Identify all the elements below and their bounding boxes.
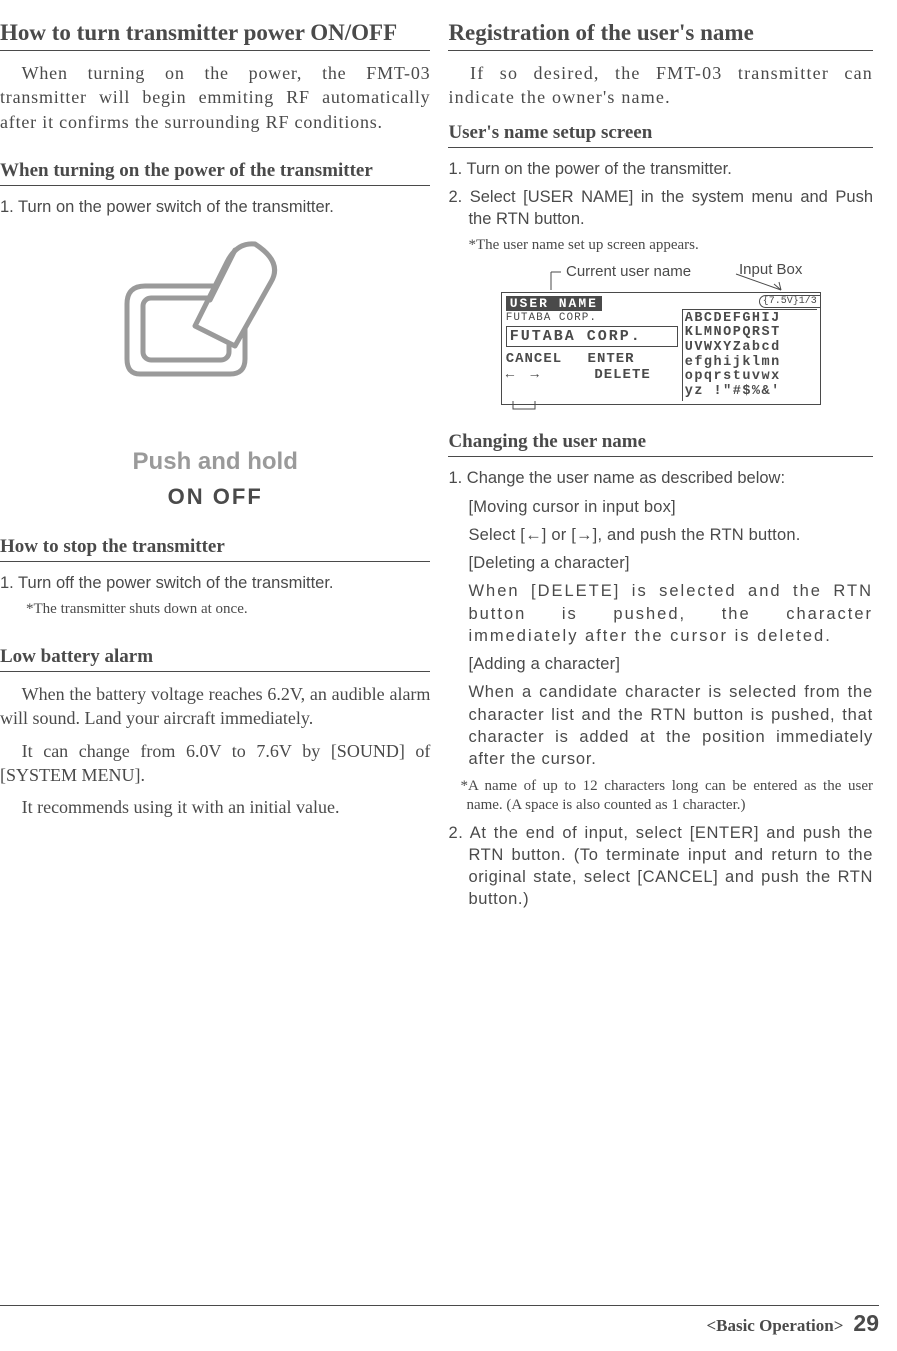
- name-length-note: *A name of up to 12 characters long can …: [454, 777, 873, 816]
- change-step2: 2. At the end of input, select [ENTER] a…: [448, 822, 873, 911]
- sub-low-battery: Low battery alarm: [0, 646, 430, 672]
- lcd-arrows: ← →: [506, 367, 543, 383]
- setup-note: *The user name set up screen appears.: [454, 236, 873, 256]
- intro-registration: If so desired, the FMT-03 transmitter ca…: [448, 61, 873, 110]
- footer-section: <Basic Operation>: [706, 1316, 843, 1335]
- lcd-cancel: CANCEL: [506, 351, 562, 367]
- change-step1: 1. Change the user name as described bel…: [448, 467, 873, 489]
- title-power: How to turn transmitter power ON/OFF: [0, 20, 430, 51]
- lcd-delete: DELETE: [594, 367, 650, 383]
- annot-input-box: Input Box: [739, 262, 803, 278]
- sub-setup-screen: User's name setup screen: [448, 122, 873, 148]
- sub-turn-on: When turning on the power of the transmi…: [0, 160, 430, 186]
- lcd-char-grid: ABCDEFGHIJ KLMNOPQRST UVWXYZabcd efghijk…: [682, 309, 817, 401]
- footer-page-number: 29: [853, 1310, 879, 1336]
- push-hold-label: Push and hold: [0, 448, 430, 476]
- on-off-label: ON OFF: [0, 484, 430, 510]
- move-cursor-body: Select [←] or [→], and push the RTN butt…: [448, 524, 873, 546]
- lcd-main-field: FUTABA CORP.: [506, 326, 678, 347]
- setup-step1: 1. Turn on the power of the transmitter.: [448, 158, 873, 180]
- lcd-voltage: {7.5V}1/3: [759, 295, 821, 308]
- lcd-screen: {7.5V}1/3 USER NAME FUTABA CORP. FUTABA …: [501, 292, 821, 405]
- delete-char-body: When [DELETE] is selected and the RTN bu…: [448, 580, 873, 647]
- move-cursor-heading: [Moving cursor in input box]: [448, 496, 873, 518]
- step-stop: 1. Turn off the power switch of the tran…: [0, 572, 430, 594]
- note-stop: *The transmitter shuts down at once.: [12, 600, 430, 620]
- step-turn-on: 1. Turn on the power switch of the trans…: [0, 196, 430, 218]
- lcd-subtitle: FUTABA CORP.: [506, 312, 678, 324]
- low-p1: When the battery voltage reaches 6.2V, a…: [0, 682, 430, 731]
- power-button-illustration: Push and hold ON OFF: [0, 234, 430, 510]
- lcd-enter: ENTER: [588, 351, 635, 367]
- title-registration: Registration of the user's name: [448, 20, 873, 51]
- page-footer: <Basic Operation> 29: [0, 1305, 879, 1337]
- delete-char-heading: [Deleting a character]: [448, 552, 873, 574]
- annot-current-user: Current user name: [566, 263, 691, 280]
- sub-changing-name: Changing the user name: [448, 431, 873, 457]
- lcd-title: USER NAME: [506, 296, 602, 311]
- sub-stop: How to stop the transmitter: [0, 536, 430, 562]
- add-char-body: When a candidate character is selected f…: [448, 681, 873, 770]
- setup-step2: 2. Select [USER NAME] in the system menu…: [448, 186, 873, 231]
- low-p3: It recommends using it with an initial v…: [0, 795, 430, 819]
- add-char-heading: [Adding a character]: [448, 653, 873, 675]
- lcd-screenshot-annotated: Current user name Input Box {7.5V}1/3 US…: [448, 262, 873, 413]
- intro-power: When turning on the power, the FMT-03 tr…: [0, 61, 430, 134]
- low-p2: It can change from 6.0V to 7.6V by [SOUN…: [0, 739, 430, 788]
